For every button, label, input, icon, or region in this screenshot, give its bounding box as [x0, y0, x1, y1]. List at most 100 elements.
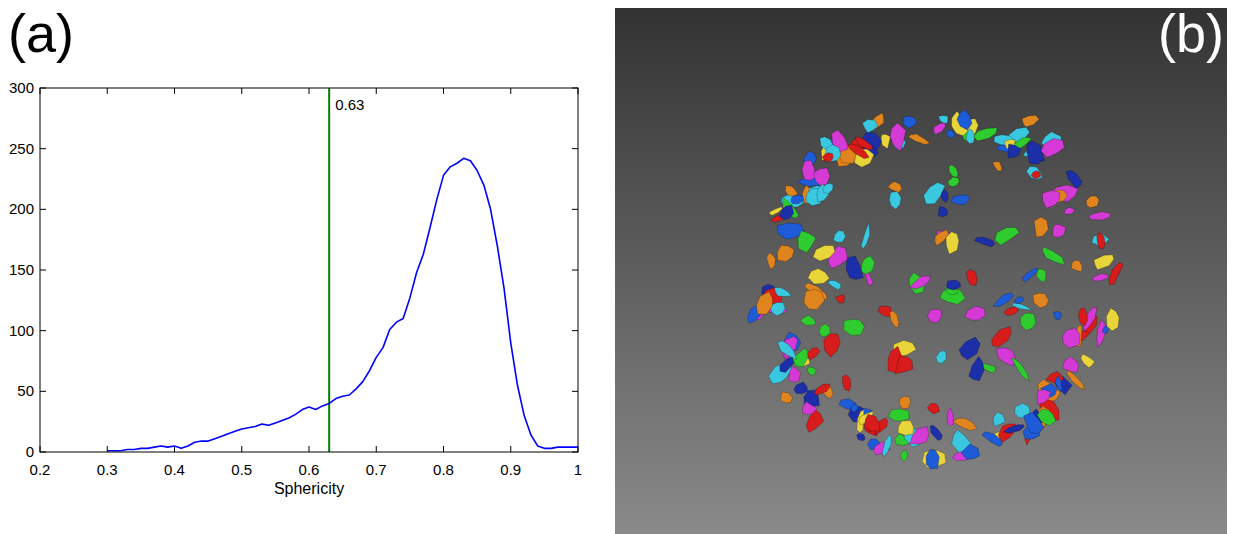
- particle: [1084, 193, 1102, 210]
- y-tick: [40, 148, 46, 149]
- particle: [1031, 170, 1041, 179]
- particle: [972, 126, 999, 142]
- x-tick-label: 0.5: [231, 461, 252, 478]
- particle: [946, 278, 962, 291]
- particle: [1031, 385, 1052, 407]
- particle: [888, 408, 910, 422]
- particle: [864, 272, 874, 286]
- particle: [1030, 289, 1052, 311]
- particle: [821, 181, 835, 195]
- particle: [862, 120, 877, 133]
- particle: [790, 193, 805, 205]
- particle: [908, 132, 931, 146]
- particle: [1054, 375, 1064, 392]
- particle: [955, 109, 974, 132]
- particle: [861, 256, 875, 275]
- particle: [934, 204, 949, 219]
- particle: [1077, 308, 1088, 327]
- particle: [1052, 223, 1066, 237]
- threshold-line: [328, 88, 330, 452]
- particle: [853, 134, 875, 152]
- particle: [799, 313, 818, 328]
- particle: [1058, 325, 1085, 352]
- particle: [1013, 296, 1024, 305]
- particle: [818, 323, 831, 337]
- x-tick-top: [107, 88, 108, 94]
- x-tick: [443, 446, 444, 452]
- particle: [1052, 311, 1062, 321]
- particle: [968, 355, 989, 382]
- y-tick-label: 0: [26, 443, 34, 460]
- particle: [937, 113, 949, 124]
- x-tick-label: 1: [574, 461, 582, 478]
- x-tick: [376, 446, 377, 452]
- y-tick: [40, 270, 46, 271]
- particle: [1064, 167, 1084, 189]
- particle: [835, 292, 848, 305]
- x-tick-label: 0.4: [164, 461, 185, 478]
- y-tick-label: 300: [9, 79, 34, 96]
- particle: [1039, 245, 1067, 269]
- particle: [779, 204, 795, 221]
- x-tick-label: 0.8: [433, 461, 454, 478]
- particle: [952, 414, 979, 433]
- particle: [1105, 308, 1120, 332]
- x-tick: [510, 446, 511, 452]
- x-tick-top: [376, 88, 377, 94]
- particle: [1088, 211, 1110, 221]
- y-tick-label: 150: [9, 261, 34, 278]
- particle: [991, 159, 1004, 173]
- x-tick-top: [174, 88, 175, 94]
- particle: [1105, 261, 1125, 287]
- y-tick-right: [572, 148, 578, 149]
- particle: [811, 243, 837, 264]
- particle: [827, 278, 842, 290]
- particle: [841, 375, 852, 392]
- x-tick-label: 0.9: [500, 461, 521, 478]
- particle: [849, 402, 860, 413]
- particle: [1091, 272, 1108, 282]
- particle: [898, 420, 914, 436]
- particle: [1031, 216, 1051, 240]
- particle: [992, 223, 1021, 246]
- particle: [1021, 112, 1040, 128]
- y-tick: [40, 330, 46, 331]
- x-tick-label: 0.2: [30, 461, 51, 478]
- particle: [1093, 252, 1116, 271]
- particle: [1041, 189, 1063, 209]
- particle: [772, 241, 797, 266]
- particle: [887, 121, 910, 152]
- particle: [941, 189, 949, 203]
- x-axis-title: Sphericity: [274, 480, 344, 497]
- x-tick: [241, 446, 242, 452]
- particle: [805, 366, 816, 377]
- particle: [947, 175, 961, 189]
- particle: [1069, 259, 1085, 276]
- y-tick-right: [572, 391, 578, 392]
- x-tick-top: [443, 88, 444, 94]
- particle: [947, 408, 954, 426]
- particle: [860, 412, 885, 437]
- particle: [799, 285, 827, 313]
- y-tick-right: [572, 330, 578, 331]
- particle: [843, 319, 865, 337]
- particle: [813, 382, 832, 396]
- particle: [777, 390, 794, 407]
- particle: [1025, 164, 1045, 184]
- particle: [928, 423, 944, 441]
- particle: [1011, 302, 1033, 313]
- x-tick-top: [510, 88, 511, 94]
- particle: [965, 268, 980, 287]
- particle: [822, 143, 842, 164]
- x-tick-top: [309, 88, 310, 94]
- data-line: [107, 158, 578, 450]
- particle: [855, 431, 867, 443]
- particle: [926, 306, 944, 324]
- particle: [950, 192, 971, 208]
- particle: [1096, 232, 1107, 250]
- particle: [888, 352, 916, 380]
- x-tick-label: 0.3: [97, 461, 118, 478]
- particle: [888, 310, 900, 329]
- particle: [934, 349, 950, 366]
- particle: [772, 286, 793, 301]
